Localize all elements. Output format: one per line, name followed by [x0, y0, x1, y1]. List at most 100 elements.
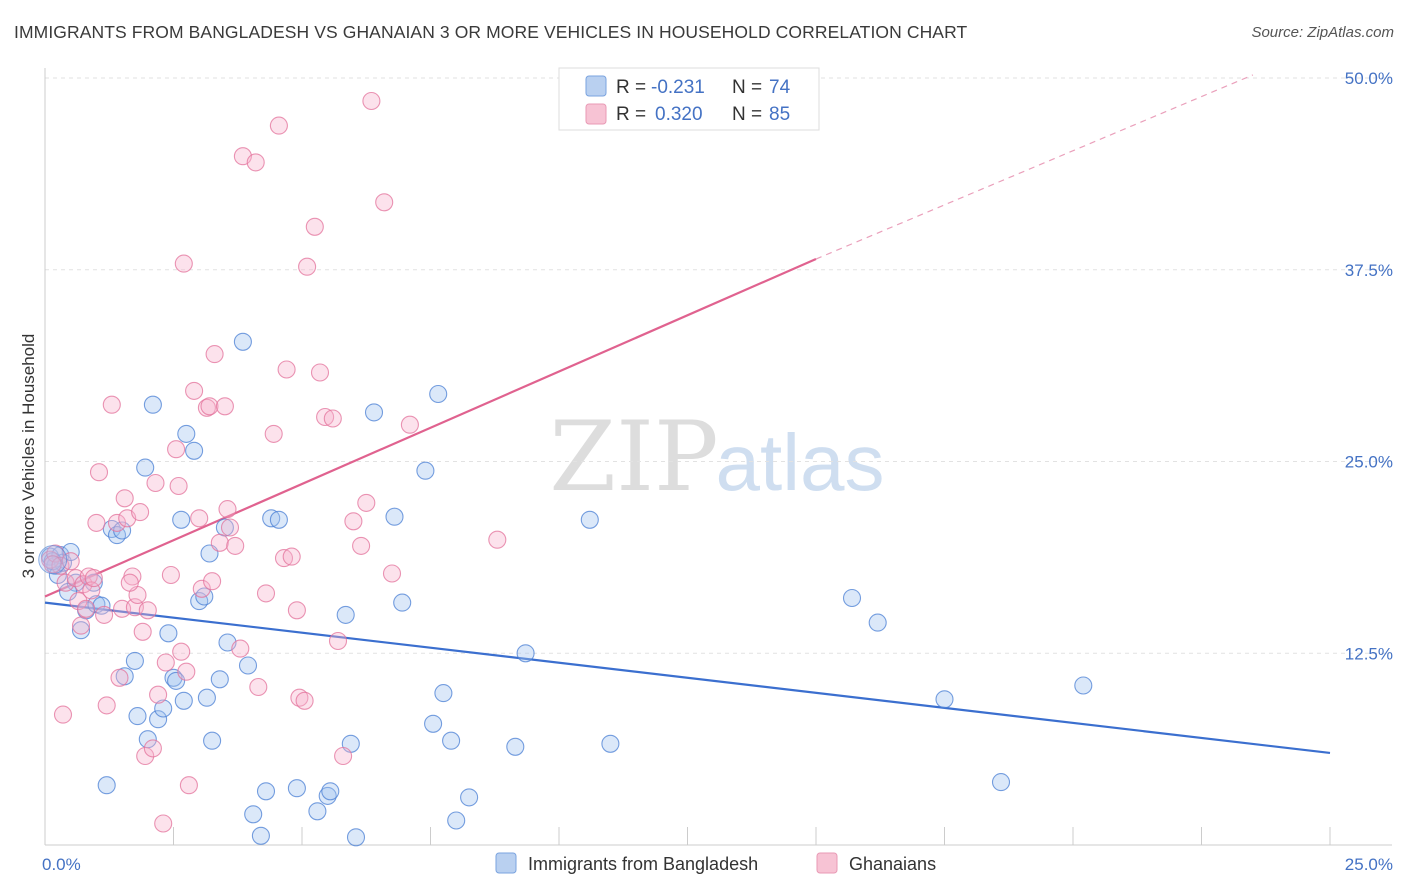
bangladesh-point-50: [321, 782, 340, 801]
bangladesh-point-23: [149, 710, 168, 729]
stats-r-label-blue: R =: [616, 77, 646, 98]
bangladesh-point-30: [177, 424, 196, 443]
bangladesh-point-68: [842, 588, 862, 608]
ghanaian-point-7: [69, 592, 88, 611]
ghanaian-point-44: [190, 509, 209, 528]
ghanaian-point-74: [334, 746, 353, 766]
ghanaian-point-79: [375, 193, 394, 212]
ghanaian-point-71: [316, 407, 335, 427]
stats-r-value-pink: 0.320: [655, 104, 703, 125]
ghanaian-point-4: [56, 573, 75, 592]
ghanaian-point-29: [136, 746, 155, 766]
stats-r-value-blue: -0.231: [651, 77, 705, 98]
ghanaian-point-3: [53, 705, 73, 724]
ghanaian-point-16: [95, 605, 114, 624]
stats-n-label-pink: N =: [732, 104, 762, 125]
ghanaian-point-72: [323, 409, 342, 428]
ghanaian-point-27: [131, 503, 150, 522]
y-tick-label-2: 37.5%: [1345, 261, 1393, 280]
bangladesh-point-51: [336, 605, 355, 624]
bangladesh-point-45: [262, 509, 281, 528]
source-credit: Source: ZipAtlas.com: [1251, 24, 1394, 41]
ghanaian-point-52: [218, 500, 237, 519]
ghanaian-point-62: [274, 549, 294, 568]
stats-legend: R = -0.231 N = 74 R = 0.320 N = 85: [558, 67, 820, 131]
ghanaian-point-70: [310, 363, 330, 382]
ghanaian-point-75: [344, 512, 363, 531]
ghanaian-point-33: [149, 685, 168, 704]
ghanaian-point-81: [400, 415, 419, 434]
ghanaian-point-41: [177, 662, 196, 681]
ghanaian-point-34: [154, 814, 173, 833]
ghanaian-point-15: [89, 463, 109, 482]
ghanaian-point-60: [264, 424, 283, 443]
bangladesh-point-71: [991, 773, 1011, 792]
ghanaian-point-67: [295, 691, 314, 710]
y-axis-label: 3 or more Vehicles in Household: [19, 334, 38, 579]
axes: [44, 68, 1392, 846]
ghanaian-point-58: [249, 677, 268, 697]
bangladesh-point-47: [287, 779, 306, 798]
x-tick-label-1: 25.0%: [1345, 855, 1393, 874]
ghanaian-point-84: [120, 573, 139, 592]
y-tick-label-3: 50.0%: [1345, 69, 1393, 88]
legend-swatch-bangladesh: [495, 852, 517, 874]
ghanaian-point-83: [43, 555, 62, 574]
bangladesh-point-67: [601, 734, 620, 753]
ghanaian-point-32: [146, 473, 165, 493]
ghanaian-point-68: [298, 257, 317, 276]
bangladesh-point-29: [174, 691, 193, 710]
bangladesh-point-64: [506, 737, 525, 756]
bangladesh-point-54: [364, 403, 384, 422]
series-legend: Immigrants from Bangladesh Ghanaians: [495, 852, 936, 874]
ghanaian-point-35: [156, 653, 175, 672]
bangladesh-point-46: [269, 510, 288, 529]
bangladesh-point-8: [71, 621, 91, 640]
ghanaian-point-77: [357, 493, 376, 512]
ghanaian-point-10: [77, 599, 96, 618]
y-tick-label-1: 25.0%: [1345, 453, 1393, 472]
bangladesh-point-28: [172, 510, 191, 529]
stats-n-value-pink: 85: [769, 104, 790, 125]
x-tick-label-0: 0.0%: [42, 855, 81, 874]
ghanaian-point-37: [167, 440, 186, 459]
bangladesh-point-18: [125, 651, 144, 670]
trendlines: [44, 74, 1331, 755]
stats-legend-swatch-blue: [585, 75, 607, 97]
bangladesh-point-24: [154, 699, 173, 718]
bangladesh-point-42: [244, 805, 263, 824]
ghanaian-point-13: [84, 569, 103, 588]
ghanaian-point-48: [203, 572, 222, 591]
watermark-atlas: atlas: [716, 418, 885, 507]
ghanaian-point-30: [138, 601, 157, 620]
ghanaian-point-8: [71, 616, 91, 635]
bangladesh-point-66: [580, 510, 599, 529]
ghanaian-point-20: [110, 668, 129, 687]
ghanaian-point-36: [161, 565, 180, 585]
ghanaian-point-18: [102, 395, 121, 414]
ghanaian-point-14: [87, 513, 106, 532]
ghanaian-point-28: [133, 622, 152, 641]
bangladesh-point-37: [210, 670, 229, 689]
bangladesh-point-53: [346, 828, 366, 847]
ghanaian-point-49: [205, 345, 224, 364]
ghanaian-point-82: [488, 530, 507, 549]
bangladesh-point-63: [460, 788, 479, 807]
ghanaian-point-76: [352, 536, 371, 555]
ghanaian-point-63: [277, 360, 296, 379]
bangladesh-point-55: [385, 507, 404, 526]
ghanaian-point-66: [290, 688, 309, 707]
stats-r-label-pink: R =: [616, 104, 646, 125]
trendline-ghanaians: [44, 258, 817, 598]
bangladesh-point-19: [128, 707, 147, 726]
legend-swatch-ghanaians: [816, 852, 838, 874]
gridlines: [45, 77, 1392, 654]
y-tick-labels: 12.5% 25.0% 37.5% 50.0%: [1345, 69, 1393, 663]
ghanaian-point-42: [179, 776, 198, 795]
ghanaian-point-53: [220, 518, 240, 537]
bangladesh-point-20: [136, 458, 155, 477]
bangladesh-cluster: [38, 545, 68, 575]
bangladesh-point-22: [143, 395, 162, 414]
ghanaian-point-51: [215, 397, 234, 416]
ghanaian-point-43: [185, 381, 204, 400]
